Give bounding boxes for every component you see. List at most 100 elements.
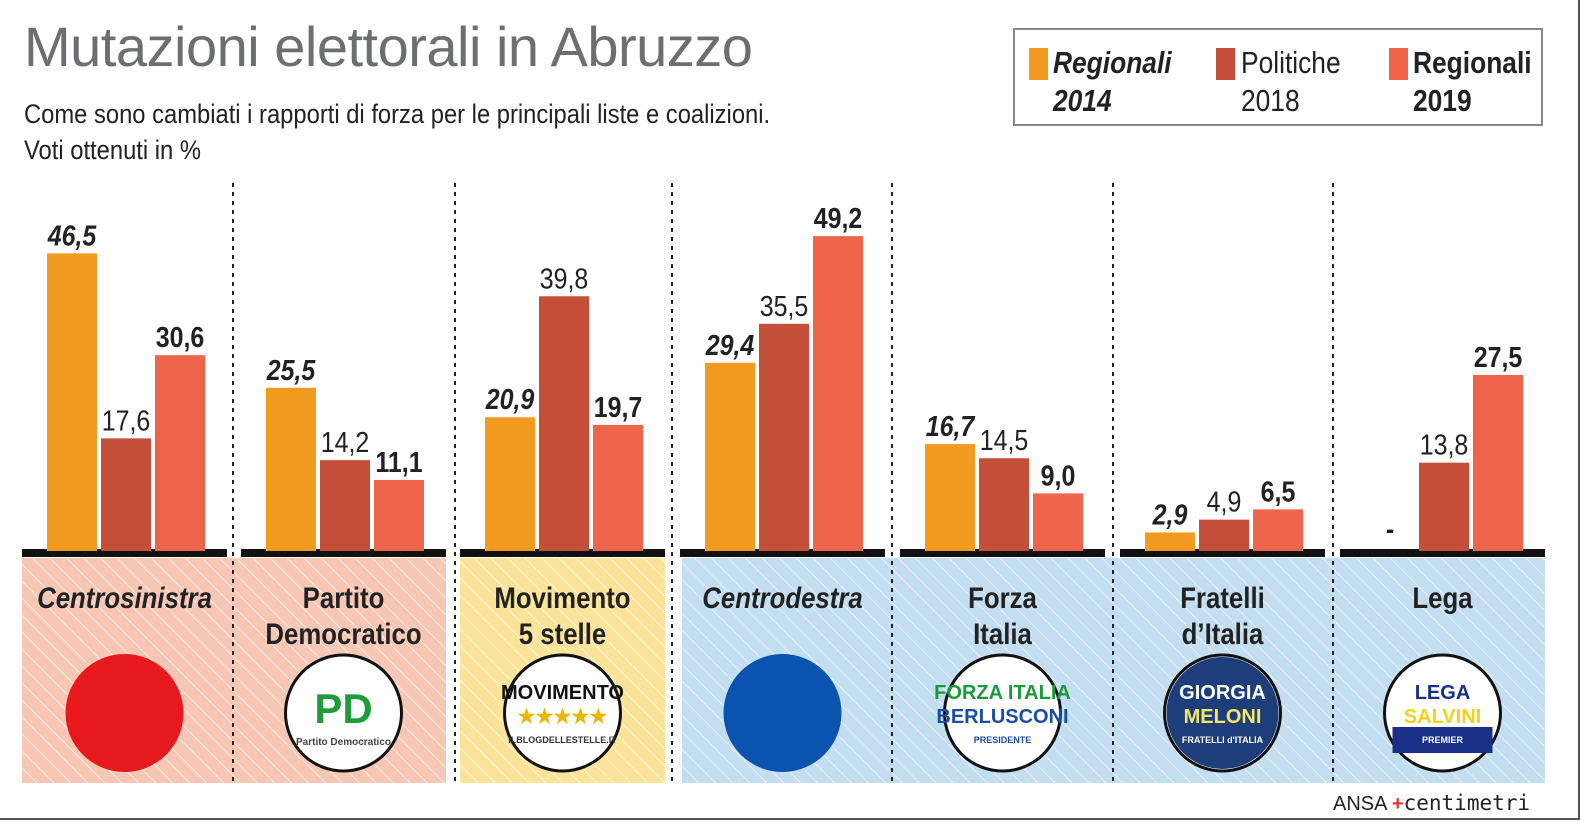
- page-title: Mutazioni elettorali in Abruzzo: [24, 15, 753, 78]
- legend-label: 2014: [1053, 83, 1112, 118]
- category-label: Centrosinistra: [37, 581, 212, 614]
- data-label: 16,7: [926, 410, 976, 442]
- legend-swatch-2019: [1389, 48, 1408, 80]
- bar: [1419, 462, 1469, 551]
- subtitle-line-1: Come sono cambiati i rapporti di forza p…: [24, 99, 771, 129]
- bar: [593, 424, 643, 551]
- legend: Regionali 2014 Politiche 2018 Regionali …: [1013, 28, 1543, 126]
- data-label: 39,8: [540, 263, 589, 295]
- bar-chart: 46,5 17,6 30,6 Centrosinistra 25,5 14,211,1 Pa…: [22, 183, 1545, 783]
- data-label: 6,5: [1261, 476, 1296, 508]
- bar: [266, 387, 316, 551]
- category-label: Centrodestra: [702, 581, 863, 614]
- logo-text: FRATELLI d'ITALIA: [1182, 735, 1264, 745]
- logo-text: ★★★★★: [518, 706, 608, 728]
- category-label: d’Italia: [1182, 617, 1264, 650]
- data-label: 19,7: [594, 391, 643, 423]
- logo-text: PD: [314, 685, 372, 732]
- credit: ANSA +centimetri: [1333, 791, 1530, 816]
- logo-text: ILBLOGDELLESTELLE.IT: [508, 735, 617, 745]
- logo-text: MOVIMENTO: [501, 682, 624, 704]
- baseline: [22, 549, 227, 557]
- legend-swatch-2014: [1029, 48, 1048, 80]
- bar: [1033, 493, 1083, 551]
- bar: [374, 479, 424, 551]
- credit-centimetri: centimetri: [1403, 791, 1531, 815]
- logo-text: Partito Democratico: [296, 737, 391, 748]
- category-label: Lega: [1412, 581, 1473, 614]
- bar: [759, 323, 809, 551]
- data-label: 17,6: [102, 405, 151, 437]
- legend-item-2018: Politiche 2018: [1241, 44, 1341, 120]
- logo-text: LEGA: [1415, 682, 1471, 704]
- legend-label: Politiche: [1241, 45, 1341, 80]
- baseline: [1340, 549, 1545, 557]
- baseline: [900, 549, 1105, 557]
- coalition-dot-icon: [65, 654, 184, 772]
- logo-text: SALVINI: [1404, 706, 1481, 728]
- credit-ansa: ANSA: [1333, 793, 1387, 815]
- logo-text: FORZA ITALIA: [934, 682, 1071, 704]
- legend-label: 2018: [1241, 83, 1300, 118]
- bar: [705, 362, 755, 551]
- legend-label: Regionali: [1413, 45, 1532, 80]
- legend-item-2014: Regionali 2014: [1053, 44, 1172, 120]
- data-label: 49,2: [814, 202, 863, 234]
- data-label: 30,6: [156, 321, 205, 353]
- bar: [813, 236, 863, 551]
- data-label: -: [1386, 513, 1394, 545]
- party-logo-icon: PD Partito Democratico: [284, 653, 403, 773]
- centimetri-mark-icon: +: [1391, 793, 1404, 815]
- logo-text: BERLUSCONI: [936, 706, 1068, 728]
- bar: [925, 444, 975, 551]
- category-label: Fratelli: [1180, 581, 1265, 614]
- data-label: 35,5: [760, 290, 809, 322]
- logo-text: PREMIER: [1422, 735, 1464, 745]
- category-label: Partito: [303, 581, 385, 614]
- party-logo-icon: MOVIMENTO★★★★★ ILBLOGDELLESTELLE.IT: [501, 653, 624, 773]
- baseline: [241, 549, 446, 557]
- bar: [101, 438, 151, 551]
- legend-item-2019: Regionali 2019: [1413, 44, 1532, 120]
- subtitle-line-2: Voti ottenuti in %: [24, 135, 202, 165]
- bar: [979, 458, 1029, 551]
- bar: [47, 253, 97, 551]
- data-label: 13,8: [1420, 429, 1469, 461]
- data-label: 4,9: [1207, 486, 1242, 518]
- category-label: Italia: [973, 617, 1032, 650]
- data-label: 46,5: [47, 220, 97, 252]
- data-label: 14,5: [980, 424, 1029, 456]
- baseline: [460, 549, 665, 557]
- bar: [1473, 375, 1523, 551]
- baseline: [1120, 549, 1325, 557]
- data-label: 11,1: [375, 446, 422, 478]
- logo-text: PRESIDENTE: [974, 735, 1032, 745]
- bar: [539, 296, 589, 551]
- legend-label: 2019: [1413, 83, 1472, 118]
- bar: [320, 460, 370, 551]
- data-label: 9,0: [1041, 460, 1076, 492]
- data-label: 25,5: [266, 354, 316, 386]
- logo-text: GIORGIA: [1179, 682, 1266, 704]
- category-label: Forza: [968, 581, 1037, 614]
- data-label: 2,9: [1152, 499, 1188, 531]
- bar: [485, 417, 535, 551]
- category-label: Movimento: [494, 581, 630, 614]
- data-label: 27,5: [1474, 341, 1523, 373]
- category-label: Democratico: [265, 617, 421, 650]
- baseline: [680, 549, 885, 557]
- bar: [1145, 532, 1195, 551]
- category-label: 5 stelle: [519, 617, 606, 650]
- legend-swatch-2018: [1216, 48, 1235, 80]
- data-label: 29,4: [705, 329, 754, 361]
- logo-text: MELONI: [1184, 706, 1262, 728]
- data-label: 14,2: [321, 426, 370, 458]
- bar: [1253, 509, 1303, 551]
- subtitle: Come sono cambiati i rapporti di forza p…: [24, 96, 770, 168]
- bar: [1199, 519, 1249, 551]
- coalition-dot-icon: [723, 654, 842, 772]
